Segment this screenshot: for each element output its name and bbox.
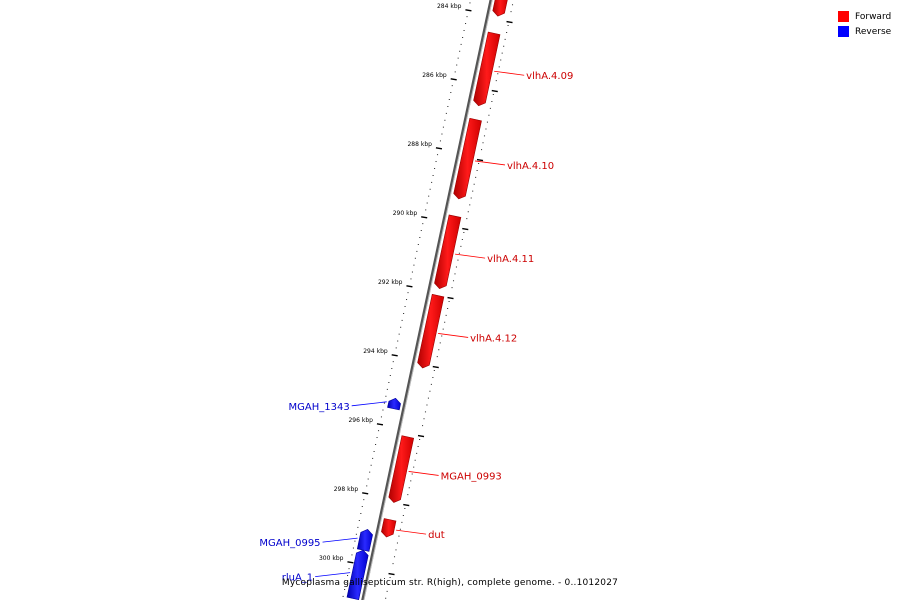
forward-swatch	[838, 11, 849, 22]
label-leader	[396, 529, 427, 535]
tick-label: 298 kbp	[334, 486, 359, 493]
gene-MGAH_0995[interactable]	[356, 529, 373, 552]
major-tick	[462, 227, 469, 231]
gene-labels: vlhA.4.09 vlhA.4.10 vlhA.4.11 vlhA.4.12 MGAH…	[259, 70, 573, 584]
major-tick	[403, 503, 410, 507]
tick-label: 290 kbp	[393, 210, 418, 217]
major-tick	[421, 216, 428, 219]
label-leader	[474, 160, 506, 166]
tick-label: 296 kbp	[348, 417, 373, 424]
major-tick	[362, 492, 369, 495]
backbone-line	[361, 0, 493, 600]
legend-reverse-label: Reverse	[855, 26, 892, 37]
tick-label: 300 kbp	[319, 555, 344, 562]
major-tick	[432, 365, 439, 369]
genes	[346, 0, 508, 600]
major-tick	[347, 561, 354, 564]
major-tick	[417, 434, 425, 438]
gene-vlhA.4.10[interactable]	[453, 117, 482, 200]
tick-label: 294 kbp	[363, 348, 388, 355]
major-tick	[406, 285, 413, 288]
gene-label: dut	[428, 530, 445, 541]
gene-rluA_1[interactable]	[346, 549, 369, 600]
major-tick	[450, 78, 457, 81]
gene-MGAH_1343[interactable]	[387, 397, 401, 411]
tick-label: 292 kbp	[378, 279, 403, 286]
tick-label: 286 kbp	[422, 72, 447, 79]
major-tick	[491, 89, 498, 93]
gene-label: rluA_1	[282, 573, 313, 584]
gene-label: vlhA.4.09	[526, 71, 573, 82]
gene-vlhA.4.11[interactable]	[434, 214, 462, 289]
gene-vlhA.4.12[interactable]	[417, 293, 445, 369]
gene-label: vlhA.4.12	[470, 333, 517, 344]
major-tick	[388, 572, 395, 576]
tick-label: 284 kbp	[437, 3, 462, 10]
label-leader	[438, 333, 469, 338]
gene-label: MGAH_1343	[289, 402, 350, 413]
label-leader	[455, 253, 486, 259]
legend: Forward Reverse	[838, 9, 891, 39]
legend-forward-label: Forward	[855, 11, 892, 22]
major-tick	[506, 20, 513, 24]
major-tick	[465, 9, 472, 12]
label-leader	[351, 401, 387, 407]
major-tick	[447, 296, 454, 300]
major-tick	[435, 147, 443, 150]
gene-dut[interactable]	[381, 518, 397, 538]
label-leader	[494, 70, 525, 76]
gene-vlhA.4.09[interactable]	[473, 31, 501, 107]
genome-caption: Mycoplasma gallisepticum str. R(high), c…	[281, 578, 619, 588]
label-leader	[322, 537, 358, 543]
reverse-swatch	[838, 26, 849, 37]
label-leader	[315, 572, 351, 577]
gene-label: MGAH_0995	[259, 538, 320, 549]
major-tick	[476, 158, 484, 162]
gene-unnamed-0[interactable]	[492, 0, 508, 17]
label-leader	[408, 471, 439, 476]
backbone-highlight	[363, 0, 493, 600]
legend-forward: Forward	[838, 9, 891, 24]
scale-ticks: 284 kbp 286 kbp 288 kbp 290 kbp 292 kbp 294 k…	[319, 2, 514, 599]
tick-label: 288 kbp	[407, 141, 432, 148]
gene-label: MGAH_0993	[441, 471, 502, 482]
gene-label: vlhA.4.11	[487, 254, 534, 265]
genome-backbone	[361, 0, 493, 600]
major-tick	[376, 423, 384, 426]
gene-MGAH_0993[interactable]	[388, 435, 415, 503]
gene-label: vlhA.4.10	[507, 161, 554, 172]
legend-reverse: Reverse	[838, 24, 891, 39]
major-tick	[391, 354, 398, 357]
